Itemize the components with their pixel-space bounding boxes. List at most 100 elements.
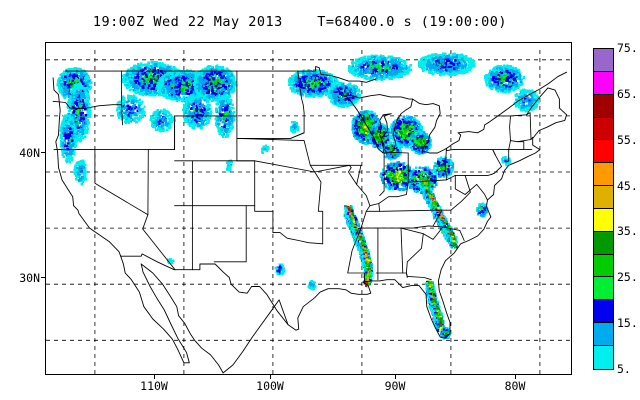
precip-cell (218, 106, 221, 110)
precip-cell (60, 76, 64, 79)
precip-cell (135, 121, 138, 124)
precip-cell (73, 74, 76, 78)
precip-cell (194, 98, 198, 102)
precip-cell (194, 87, 197, 90)
precip-cell (219, 79, 222, 83)
precip-cell (79, 98, 82, 101)
precip-cell (333, 79, 336, 82)
precip-cell (305, 89, 309, 92)
precip-cell (209, 93, 212, 96)
precip-cell (214, 99, 217, 102)
precip-cell (228, 102, 232, 106)
precip-cell (130, 107, 133, 110)
precip-cell (193, 108, 196, 111)
precip-cell (156, 85, 159, 88)
precip-cell (126, 97, 130, 100)
precip-cell (222, 94, 226, 97)
precip-cell (224, 121, 227, 125)
precip-cell (208, 80, 211, 84)
precip-cell (222, 108, 226, 111)
precip-cell (124, 84, 127, 87)
precip-cell (144, 67, 147, 70)
precip-cell (118, 116, 121, 120)
precip-cell (86, 104, 89, 107)
precip-cell (217, 74, 221, 77)
precip-cell (70, 102, 73, 105)
precip-cell (125, 74, 128, 77)
precip-cell (138, 64, 142, 68)
precip-cell (83, 73, 87, 76)
precip-cell (226, 103, 229, 106)
precip-cell (156, 123, 160, 126)
precip-cell (74, 145, 77, 148)
precip-cell (170, 65, 173, 68)
precip-cell (304, 88, 307, 91)
precip-cell (178, 82, 181, 85)
precip-cell (76, 124, 80, 127)
precip-cell (162, 64, 165, 67)
precip-cell (160, 120, 163, 123)
precip-cell (72, 130, 75, 133)
precip-cell (82, 117, 86, 121)
precip-cell (223, 99, 227, 102)
precip-cell (171, 95, 174, 98)
precip-cell (162, 86, 165, 90)
precip-cell (195, 115, 199, 118)
precip-cell (60, 126, 63, 130)
precip-cell (161, 121, 165, 124)
precip-cell (119, 104, 122, 107)
precip-cell (168, 118, 171, 122)
precip-cell (66, 120, 69, 124)
precip-cell (123, 75, 126, 78)
precip-cell (119, 115, 122, 118)
precip-cell (228, 106, 232, 109)
precip-cell (160, 93, 163, 96)
precip-cell (124, 112, 127, 116)
precip-cell (171, 92, 174, 96)
precip-cell (148, 87, 151, 90)
precip-cell (70, 93, 73, 96)
precip-cell (166, 82, 169, 85)
precip-cell (67, 81, 70, 85)
precip-cell (316, 94, 319, 97)
precip-cell (189, 97, 192, 101)
precip-cell (196, 122, 200, 125)
precip-cell (123, 116, 126, 119)
precip-cell (148, 94, 151, 97)
precip-cell (232, 107, 235, 110)
precip-cell (195, 78, 198, 81)
precip-cell (131, 71, 134, 74)
precip-cell (137, 83, 140, 86)
precip-cell (207, 104, 211, 107)
precip-cell (146, 75, 150, 78)
precip-cell (165, 93, 168, 96)
precip-cell (217, 123, 220, 127)
precip-cell (156, 73, 159, 77)
precip-cell (154, 92, 158, 96)
precip-cell (150, 72, 153, 75)
precip-cell (120, 101, 124, 105)
precip-cell (163, 67, 166, 71)
precip-cell (140, 89, 143, 92)
precip-cell (308, 94, 312, 97)
precip-cell (183, 86, 187, 90)
precip-cell (129, 116, 133, 119)
precip-cell (185, 117, 188, 120)
precip-cell (69, 123, 72, 127)
precip-cell (79, 163, 83, 166)
precip-cell (126, 101, 129, 104)
precip-cell (195, 74, 198, 78)
precip-cell (77, 115, 80, 118)
precip-cell (73, 69, 77, 72)
precip-cell (216, 78, 219, 82)
precip-cell (297, 71, 301, 75)
precip-cell (150, 80, 153, 83)
precip-cell (210, 96, 214, 99)
map-plot-area[interactable] (45, 42, 572, 375)
precip-cell (133, 72, 137, 76)
precip-cell (129, 110, 132, 113)
precip-cell (152, 75, 155, 78)
precip-cell (71, 118, 74, 121)
precip-cell (126, 111, 129, 114)
precip-cell (74, 141, 77, 144)
